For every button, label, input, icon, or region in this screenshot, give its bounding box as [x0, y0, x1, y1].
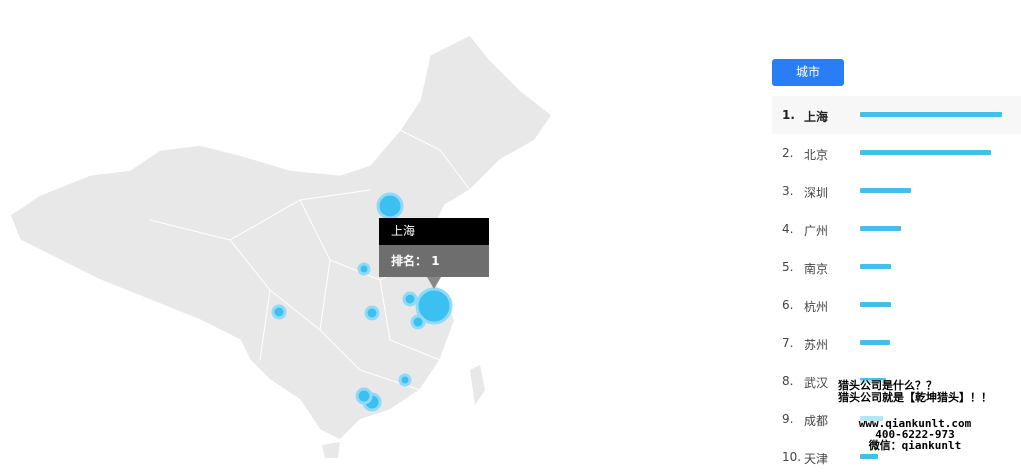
watermark: 猎头公司是什么？？ 猎头公司就是【乾坤猎头】！！ www.qiankunlt.c… — [838, 380, 992, 451]
tooltip-arrow — [427, 277, 441, 289]
city-bubble[interactable] — [357, 262, 371, 276]
rank-bar — [860, 226, 902, 231]
china-map — [9, 34, 554, 458]
ranking-row[interactable]: 5. 南京 — [772, 248, 1021, 286]
city-bubble[interactable] — [376, 192, 404, 220]
rank-number: 4. — [782, 222, 794, 236]
china-outline — [9, 34, 554, 441]
city-name: 深圳 — [804, 186, 829, 200]
city-bubble[interactable] — [271, 304, 287, 320]
watermark-phone: 400-6222-973 — [875, 428, 955, 441]
city-bubbles — [271, 192, 453, 412]
rank-bar — [860, 302, 892, 307]
city-bubble[interactable] — [355, 387, 373, 405]
city-name: 武汉 — [804, 376, 829, 390]
rank-number: 5. — [782, 260, 794, 274]
tooltip-rank-value: 1 — [431, 254, 440, 268]
rank-number: 1. — [782, 108, 795, 122]
rank-bar — [860, 188, 912, 193]
rank-number: 7. — [782, 336, 794, 350]
city-name: 上海 — [804, 110, 829, 124]
ranking-row[interactable]: 7. 苏州 — [772, 324, 1021, 362]
tab-city[interactable]: 城市 — [772, 59, 844, 86]
city-bubble[interactable] — [410, 314, 426, 330]
map-tooltip: 上海 排名： 1 — [379, 218, 489, 289]
taiwan — [470, 365, 485, 405]
rank-bar — [860, 340, 890, 345]
watermark-wechat: 微信：qiankunlt — [868, 439, 962, 452]
watermark-line: 猎头公司是什么？？ — [838, 379, 937, 392]
city-name: 北京 — [804, 148, 829, 162]
city-bubble[interactable] — [364, 305, 380, 321]
rank-bar — [860, 112, 1002, 117]
watermark-url: www.qiankunlt.com — [858, 417, 972, 430]
ranking-row[interactable]: 4. 广州 — [772, 210, 1021, 248]
rank-number: 9. — [782, 412, 794, 426]
city-name: 广州 — [804, 224, 829, 238]
rank-bar — [860, 454, 879, 459]
ranking-row[interactable]: 3. 深圳 — [772, 172, 1021, 210]
city-bubble[interactable] — [415, 287, 453, 325]
city-name: 杭州 — [804, 300, 829, 314]
city-ranking-list: 1. 上海 2. 北京 3. 深圳 4. 广州 5. 南京 6. 杭州 7. 苏州 8. 武汉 9. 成都 10. 天… — [772, 96, 1021, 476]
ranking-row[interactable]: 1. 上海 — [772, 96, 1021, 134]
rank-number: 3. — [782, 184, 794, 198]
city-bubble[interactable] — [398, 373, 412, 387]
rank-bar — [860, 264, 892, 269]
ranking-row[interactable]: 2. 北京 — [772, 134, 1021, 172]
city-bubble[interactable] — [402, 291, 418, 307]
hainan — [322, 442, 340, 458]
rank-number: 2. — [782, 146, 794, 160]
tooltip-rank: 排名： 1 — [379, 245, 489, 277]
city-name: 成都 — [804, 414, 829, 428]
province-borders — [149, 129, 471, 391]
rank-number: 6. — [782, 298, 794, 312]
ranking-row[interactable]: 6. 杭州 — [772, 286, 1021, 324]
tooltip-rank-label: 排名： — [391, 254, 428, 268]
tooltip-city: 上海 — [379, 218, 489, 245]
city-name: 天津 — [804, 452, 829, 466]
rank-number: 10. — [782, 450, 802, 464]
rank-number: 8. — [782, 374, 794, 388]
city-name: 南京 — [804, 262, 829, 276]
city-name: 苏州 — [804, 338, 829, 352]
rank-bar — [860, 150, 991, 155]
watermark-line: 猎头公司就是【乾坤猎头】！！ — [838, 391, 992, 404]
